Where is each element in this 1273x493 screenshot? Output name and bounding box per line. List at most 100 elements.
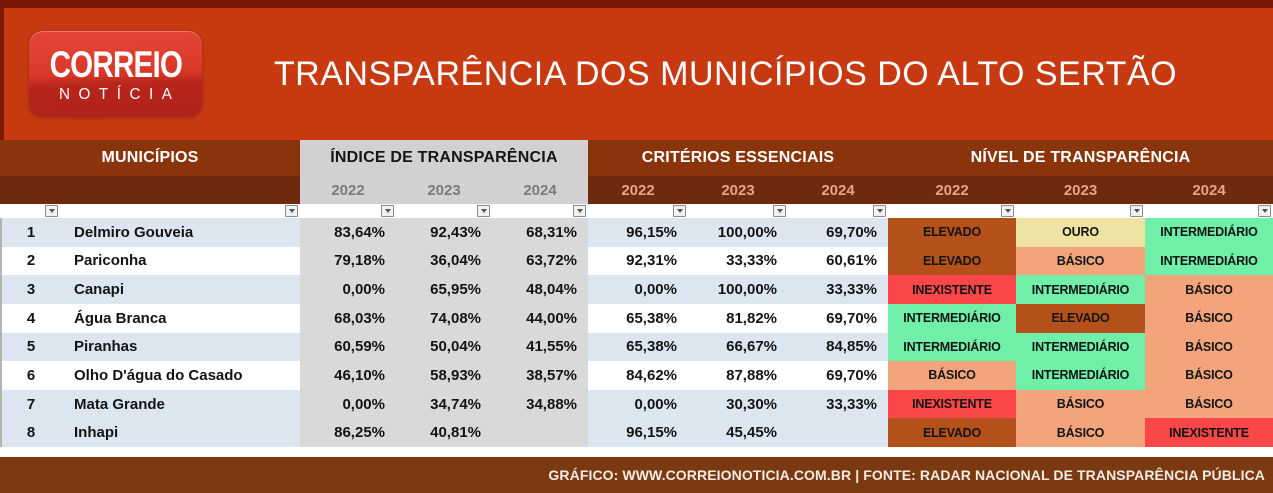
year-indice-2022: 2022 [300, 176, 396, 204]
filter-dropdown-icon[interactable] [573, 205, 586, 217]
table-header-groups: MUNICÍPIOS ÍNDICE DE TRANSPARÊNCIA CRITÉ… [0, 140, 1273, 176]
correio-noticia-logo: CORREIO NOTÍCIA [29, 31, 202, 117]
nivel-2024-badge: INTERMEDIÁRIO [1145, 218, 1273, 247]
header-group-nivel: NÍVEL DE TRANSPARÊNCIA [970, 149, 1191, 166]
indice-2022-value: 0,00% [300, 389, 396, 419]
year-indice-2024: 2024 [492, 176, 588, 204]
source-credit: GRÁFICO: WWW.CORREIONOTICIA.COM.BR | FON… [548, 467, 1265, 483]
municipality-name: Olho D'água do Casado [74, 366, 243, 384]
filter-dropdown-icon[interactable] [477, 205, 490, 217]
indice-2023-value: 92,43% [396, 218, 492, 247]
indice-2022-value: 86,25% [300, 418, 396, 447]
row-rank: 8 [26, 424, 36, 442]
filter-dropdown-icon[interactable] [285, 205, 298, 217]
table-row: 3 Canapi 0,00% 65,95% 48,04% 0,00% 100,0… [2, 275, 1273, 304]
indice-2023-value: 65,95% [396, 275, 492, 304]
header-municipios: MUNICÍPIOS [101, 149, 199, 166]
nivel-2023-badge: BÁSICO [1016, 389, 1145, 419]
municipality-name: Canapi [74, 281, 125, 299]
nivel-2023-badge: ELEVADO [1016, 303, 1145, 333]
indice-2022-value: 79,18% [300, 246, 396, 276]
indice-2024-value: 38,57% [492, 361, 588, 390]
indice-2022-value: 46,10% [300, 361, 396, 390]
table-body: 1 Delmiro Gouveia 83,64% 92,43% 68,31% 9… [0, 218, 1273, 447]
filter-dropdown-icon[interactable] [673, 205, 686, 217]
nivel-2023-badge: BÁSICO [1016, 246, 1145, 276]
autofilter-row [0, 204, 1273, 218]
year-indice-2023: 2023 [396, 176, 492, 204]
nivel-2024-badge: INEXISTENTE [1145, 418, 1273, 447]
filter-dropdown-icon[interactable] [873, 205, 886, 217]
criterios-2023-value: 87,88% [726, 366, 777, 384]
filter-dropdown-icon[interactable] [381, 205, 394, 217]
nivel-2024-badge: BÁSICO [1145, 361, 1273, 390]
table-row: 2 Pariconha 79,18% 36,04% 63,72% 92,31% … [2, 246, 1273, 276]
criterios-2024-value: 60,61% [826, 252, 877, 270]
indice-2024-value: 41,55% [492, 332, 588, 362]
indice-2023-value: 36,04% [396, 246, 492, 276]
nivel-2022-badge: ELEVADO [888, 418, 1016, 447]
criterios-2023-value: 66,67% [726, 338, 777, 356]
table-row: 1 Delmiro Gouveia 83,64% 92,43% 68,31% 9… [2, 218, 1273, 247]
criterios-2024-value: 69,70% [826, 223, 877, 241]
municipality-name: Piranhas [74, 338, 138, 356]
filter-dropdown-icon[interactable] [1258, 205, 1271, 217]
nivel-2022-badge: ELEVADO [888, 246, 1016, 276]
nivel-2022-badge: BÁSICO [888, 361, 1016, 390]
table-footer-gap [0, 447, 1273, 457]
filter-dropdown-icon[interactable] [45, 205, 58, 217]
nivel-2023-badge: BÁSICO [1016, 418, 1145, 447]
criterios-2022-value: 65,38% [626, 338, 677, 356]
nivel-2023-badge: INTERMEDIÁRIO [1016, 332, 1145, 362]
year-nivel-2023: 2023 [1063, 181, 1098, 199]
municipality-name: Delmiro Gouveia [74, 223, 194, 241]
criterios-2024-value: 69,70% [826, 309, 877, 327]
nivel-2023-badge: INTERMEDIÁRIO [1016, 275, 1145, 304]
indice-2024-value [492, 418, 588, 447]
nivel-2023-badge: OURO [1016, 218, 1145, 247]
indice-2023-value: 34,74% [396, 389, 492, 419]
nivel-2023-badge: INTERMEDIÁRIO [1016, 361, 1145, 390]
logo-wordmark-line2: NOTÍCIA [59, 85, 181, 103]
criterios-2024-value: 69,70% [826, 366, 877, 384]
indice-2022-value: 60,59% [300, 332, 396, 362]
table-header-years: 2022 2023 2024 2022 2023 2024 2022 2023 … [0, 176, 1273, 204]
year-nivel-2024: 2024 [1192, 181, 1226, 199]
credits-bar: GRÁFICO: WWW.CORREIONOTICIA.COM.BR | FON… [0, 457, 1273, 493]
row-rank: 6 [26, 366, 36, 384]
indice-2023-value: 74,08% [396, 303, 492, 333]
indice-2023-value: 50,04% [396, 332, 492, 362]
filter-dropdown-icon[interactable] [773, 205, 786, 217]
nivel-2024-badge: INTERMEDIÁRIO [1145, 246, 1273, 276]
criterios-2023-value: 100,00% [717, 223, 777, 241]
criterios-2022-value: 92,31% [626, 252, 677, 270]
indice-2022-value: 68,03% [300, 303, 396, 333]
nivel-2022-badge: INTERMEDIÁRIO [888, 303, 1016, 333]
nivel-2022-badge: INEXISTENTE [888, 275, 1016, 304]
row-rank: 3 [26, 281, 36, 299]
municipality-name: Pariconha [74, 252, 147, 270]
row-rank: 2 [26, 252, 36, 270]
criterios-2022-value: 96,15% [626, 424, 677, 442]
filter-dropdown-icon[interactable] [1001, 205, 1014, 217]
criterios-2023-value: 100,00% [717, 281, 777, 299]
page-title: TRANSPARÊNCIA DOS MUNICÍPIOS DO ALTO SER… [273, 54, 1178, 93]
year-nivel-2022: 2022 [935, 181, 969, 199]
criterios-2024-value: 33,33% [826, 395, 877, 413]
filter-dropdown-icon[interactable] [1130, 205, 1143, 217]
criterios-2024-value: 33,33% [826, 281, 877, 299]
criterios-2022-value: 0,00% [634, 281, 677, 299]
municipality-name: Mata Grande [74, 395, 165, 413]
nivel-2024-badge: BÁSICO [1145, 275, 1273, 304]
nivel-2022-badge: ELEVADO [888, 218, 1016, 247]
row-rank: 7 [26, 395, 36, 413]
table-row: 5 Piranhas 60,59% 50,04% 41,55% 65,38% 6… [2, 332, 1273, 362]
year-criterios-2024: 2024 [821, 181, 855, 199]
row-rank: 5 [26, 338, 36, 356]
banner: CORREIO NOTÍCIA TRANSPARÊNCIA DOS MUNICÍ… [0, 8, 1273, 140]
indice-2023-value: 40,81% [396, 418, 492, 447]
criterios-2023-value: 30,30% [726, 395, 777, 413]
indice-2024-value: 34,88% [492, 389, 588, 419]
table-row: 4 Água Branca 68,03% 74,08% 44,00% 65,38… [2, 303, 1273, 333]
